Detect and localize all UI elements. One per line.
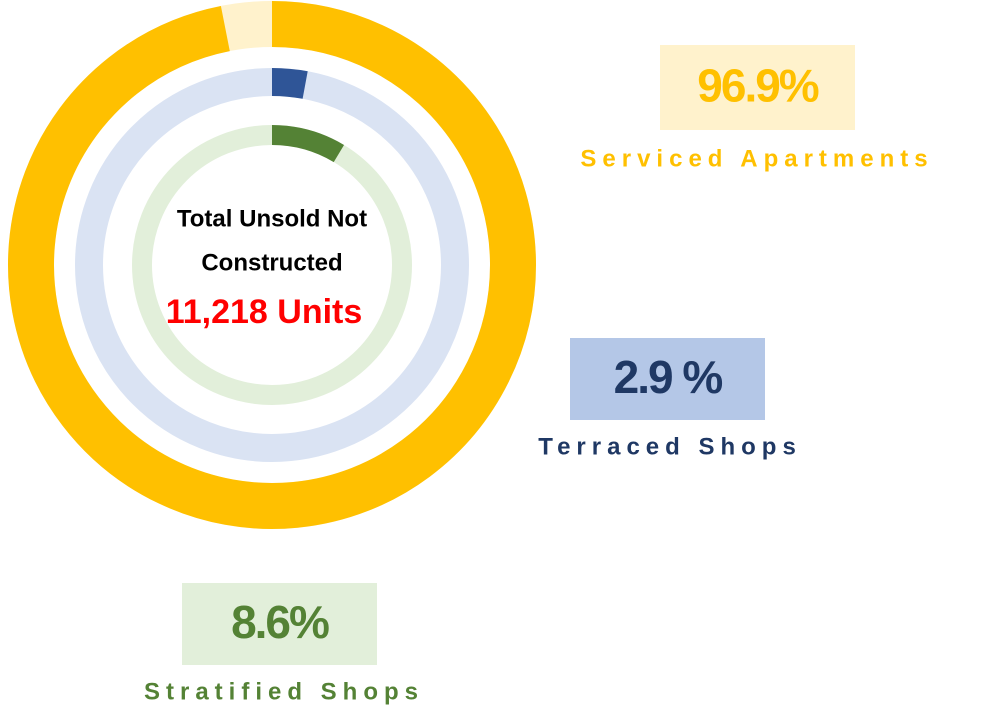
value-label: 8.6%: [231, 596, 329, 648]
ring-arc: [271, 68, 308, 99]
center-units: 11,218 Units: [166, 293, 363, 331]
ring-arc: [8, 1, 536, 529]
center-title-line: Constructed: [201, 249, 342, 276]
value-label-box: [660, 45, 855, 130]
center-title-line: Total Unsold Not: [177, 205, 367, 232]
value-label: 96.9%: [697, 60, 819, 112]
ring-arc: [271, 125, 345, 163]
value-label-box: [182, 583, 377, 665]
value-label-box: [570, 338, 765, 420]
value-label: 2.9 %: [614, 351, 723, 403]
category-label: Stratified Shops: [144, 678, 424, 705]
category-label: Serviced Apartments: [580, 145, 933, 172]
category-label: Terraced Shops: [538, 433, 802, 460]
